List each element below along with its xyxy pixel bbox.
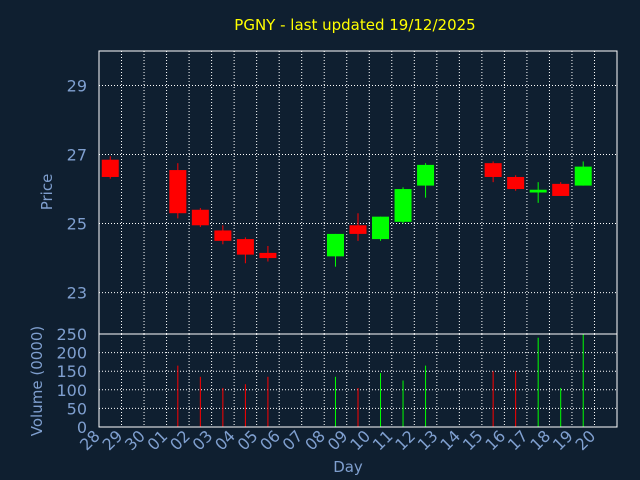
candle-body bbox=[101, 159, 119, 177]
candle-05 bbox=[259, 245, 277, 262]
price-candles bbox=[101, 156, 592, 267]
candle-03 bbox=[214, 225, 232, 245]
candle-body bbox=[394, 189, 412, 222]
candle-04 bbox=[236, 237, 254, 264]
volume-tick-label: 0 bbox=[77, 418, 87, 437]
volume-tick-label: 50 bbox=[67, 399, 87, 418]
candle-body bbox=[191, 209, 209, 226]
candle-01 bbox=[169, 163, 187, 219]
volume-tick-label: 100 bbox=[56, 381, 87, 400]
candle-body bbox=[507, 176, 525, 190]
candle-11 bbox=[394, 187, 412, 224]
candle-12 bbox=[417, 163, 435, 198]
day-axis-label: Day bbox=[333, 458, 363, 476]
price-y-tick-labels: 23 25 27 29 bbox=[67, 77, 87, 303]
candle-16 bbox=[507, 175, 525, 191]
candle-28 bbox=[101, 156, 119, 179]
candle-15 bbox=[484, 161, 502, 183]
candle-body bbox=[372, 216, 390, 240]
candle-body bbox=[574, 166, 592, 186]
candle-body bbox=[326, 233, 344, 257]
candle-10 bbox=[372, 216, 390, 241]
candle-18 bbox=[552, 182, 570, 196]
candle-body bbox=[529, 189, 547, 193]
candle-body bbox=[417, 164, 435, 186]
price-grid bbox=[99, 51, 617, 334]
candle-body bbox=[552, 183, 570, 196]
candle-09 bbox=[349, 213, 367, 241]
volume-tick-label: 200 bbox=[56, 344, 87, 363]
day-tick-labels: 2829300102030405060708091011121314151617… bbox=[76, 426, 599, 454]
price-tick-label: 27 bbox=[67, 146, 87, 165]
price-tick-label: 29 bbox=[67, 77, 87, 96]
volume-panel-frame bbox=[98, 333, 618, 428]
chart-title: PGNY - last updated 19/12/2025 bbox=[234, 16, 475, 34]
candle-17 bbox=[529, 182, 547, 203]
candle-body bbox=[169, 170, 187, 214]
volume-axis-label: Volume (0000) bbox=[28, 326, 46, 436]
candle-body bbox=[214, 230, 232, 241]
candle-body bbox=[349, 225, 367, 234]
volume-tick-label: 150 bbox=[56, 362, 87, 381]
candle-body bbox=[259, 252, 277, 259]
price-axis-label: Price bbox=[38, 174, 56, 211]
price-tick-label: 23 bbox=[67, 284, 87, 303]
candle-body bbox=[236, 239, 254, 255]
candle-19 bbox=[574, 161, 592, 186]
volume-bars bbox=[177, 334, 584, 427]
candle-body bbox=[484, 163, 502, 177]
candle-02 bbox=[191, 208, 209, 228]
price-tick-label: 25 bbox=[67, 215, 87, 234]
volume-tick-label: 250 bbox=[56, 325, 87, 344]
day-tick-label: 20 bbox=[571, 426, 599, 454]
candle-08 bbox=[326, 233, 344, 267]
